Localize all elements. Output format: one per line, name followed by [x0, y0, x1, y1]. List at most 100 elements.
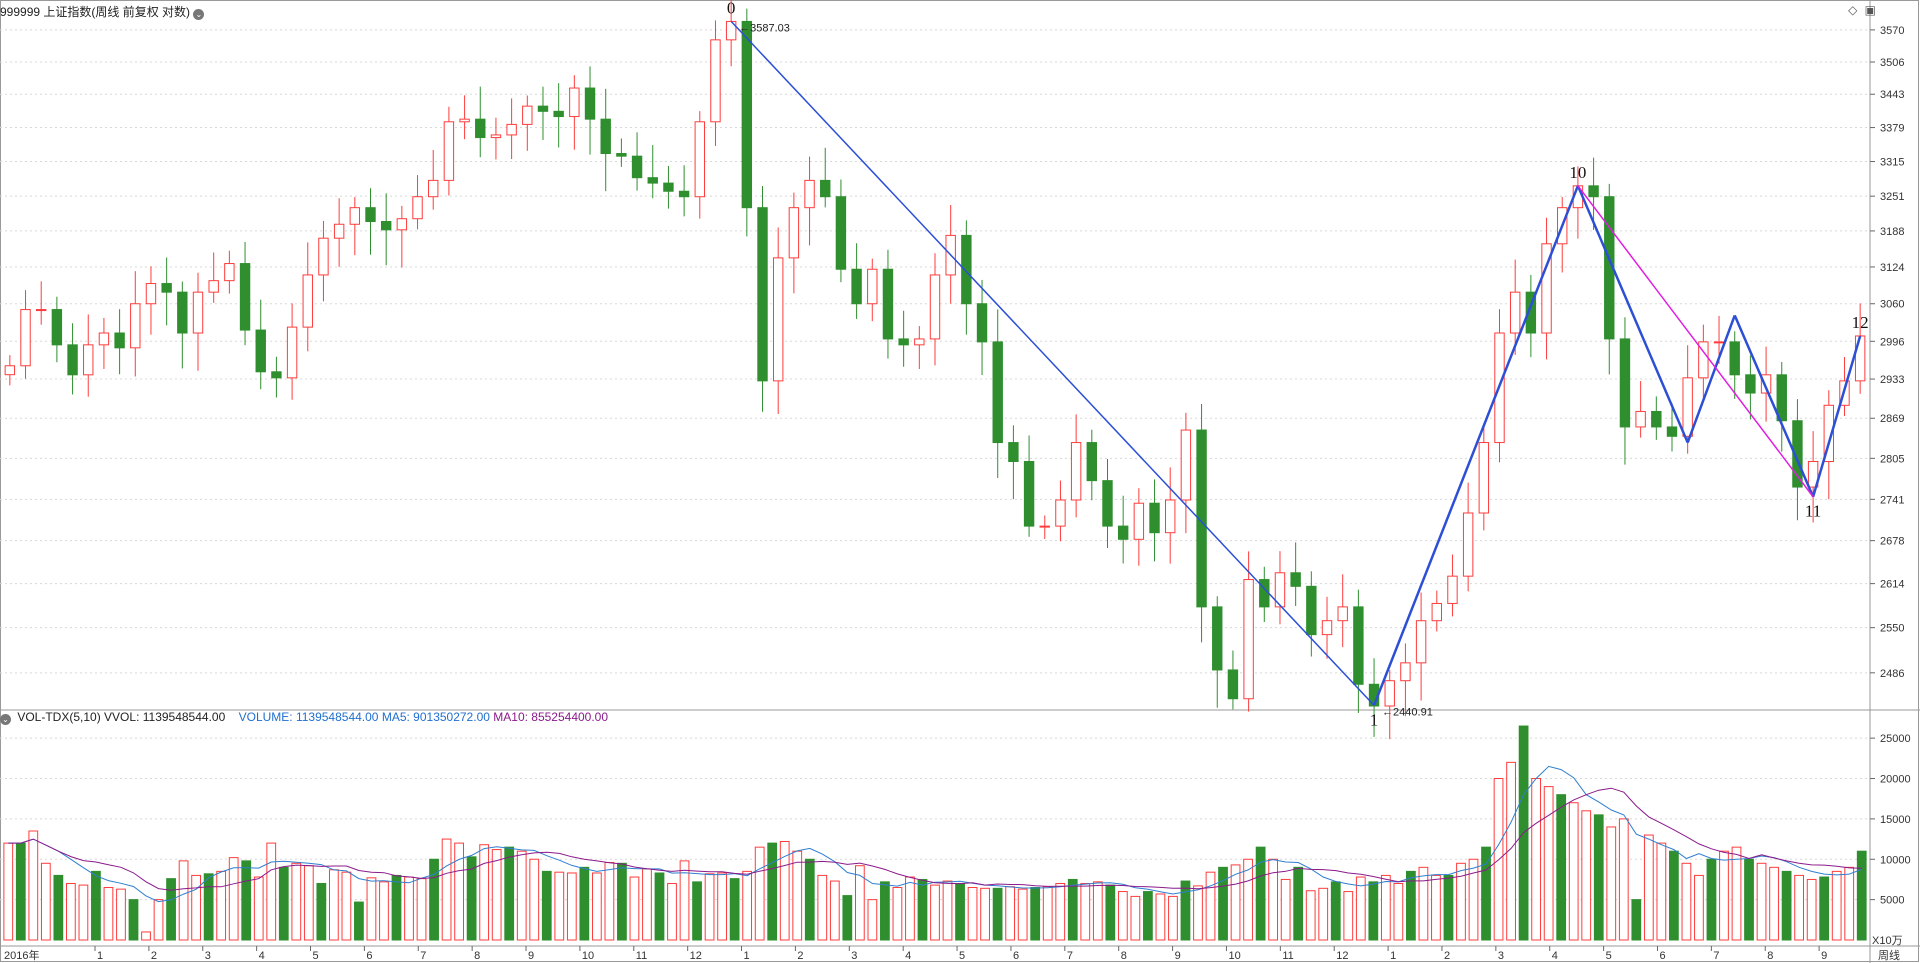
candle-down — [51, 309, 63, 346]
volume-bar — [917, 878, 928, 941]
candle-down — [882, 268, 894, 340]
candle-up — [1635, 410, 1646, 428]
candle-down — [1196, 429, 1207, 608]
month-label: 11 — [1282, 950, 1293, 962]
candle-up — [349, 207, 361, 225]
volume-bar — [604, 861, 615, 941]
volume-bar — [892, 887, 903, 941]
volume-bar — [905, 876, 915, 941]
volume-bar — [1543, 786, 1554, 941]
month-label: 9 — [1821, 950, 1827, 962]
wave-segment — [1686, 314, 1736, 443]
volume-bar — [441, 838, 452, 941]
settings-icon[interactable]: ⌄ — [0, 714, 11, 725]
vvol-value: VVOL: 1139548544.00 — [104, 710, 226, 724]
volume-bar — [141, 931, 151, 941]
volume-bar — [1581, 810, 1592, 941]
ma5-line — [8, 765, 1862, 903]
volume-bar — [1631, 899, 1642, 941]
month-label: 3 — [1498, 950, 1504, 962]
candle-down — [1102, 480, 1113, 527]
volume-bar — [1117, 891, 1128, 941]
candle-up — [1854, 335, 1866, 382]
candle-down — [255, 329, 266, 373]
candle-down — [1290, 572, 1301, 587]
volume-value: VOLUME: 1139548544.00 — [238, 710, 379, 724]
volume-bar — [1593, 814, 1604, 941]
month-label: 3 — [851, 950, 857, 962]
candle-down — [898, 338, 909, 346]
candle-up — [208, 280, 219, 293]
wave-label: 10 — [1569, 163, 1586, 182]
window-icon[interactable]: ▣ — [1864, 3, 1876, 17]
volume-bar — [354, 901, 364, 941]
y-tick-label: 3570 — [1880, 25, 1904, 37]
month-label: 1 — [97, 950, 103, 962]
wave-labels: 0 1 10 11 12 ←3587.03 ←2440.91 — [727, 0, 1869, 729]
candle-up — [490, 134, 502, 139]
candle-up — [1447, 575, 1458, 604]
volume-bar — [328, 869, 339, 941]
wave-segment — [1733, 314, 1815, 498]
candle-up — [83, 344, 94, 376]
volume-bar — [366, 877, 377, 941]
volume-bar — [1130, 895, 1141, 941]
volume-bar — [40, 862, 51, 941]
candle-up — [35, 309, 47, 312]
month-label: 7 — [1713, 950, 1719, 962]
volume-bar — [1456, 862, 1466, 941]
volume-bar — [466, 856, 477, 941]
month-label: 7 — [1067, 950, 1073, 962]
volume-bar — [1694, 874, 1704, 941]
candle-up — [1698, 341, 1709, 379]
candle-up — [286, 326, 298, 379]
volume-bar — [1468, 858, 1479, 941]
wave-label: 11 — [1805, 502, 1821, 521]
vol-unit-label: X10万 — [1872, 935, 1903, 947]
volume-bar — [516, 850, 527, 941]
volume-bar — [1618, 818, 1629, 941]
chart-title[interactable]: 999999 上证指数(周线 前复权 对数) — [0, 5, 191, 19]
chevron-down-icon[interactable]: ⌄ — [193, 9, 205, 20]
volume-bar — [78, 884, 89, 941]
volume-bar — [116, 888, 126, 941]
volume-bar — [1230, 864, 1241, 941]
volume-axis: 5000 10000 15000 20000 25000 X10万 — [1870, 733, 1911, 947]
candle-down — [757, 207, 768, 382]
diamond-icon[interactable]: ◇ — [1848, 3, 1858, 17]
volume-bar — [1243, 858, 1253, 941]
volume-bar — [1656, 842, 1667, 941]
volume-bar — [1218, 866, 1228, 941]
candle-down — [631, 155, 643, 179]
volume-bar — [1806, 878, 1817, 941]
volume-bar — [1856, 850, 1867, 941]
volume-bar — [1355, 876, 1366, 941]
vol-indicator-name[interactable]: VOL-TDX(5,10) — [17, 710, 101, 724]
volume-bar — [1481, 846, 1491, 941]
candle-down — [1525, 291, 1537, 334]
month-label: 2 — [151, 950, 157, 962]
candle-down — [239, 263, 251, 331]
y-tick-label: 2869 — [1880, 413, 1904, 425]
volume-bar — [566, 872, 577, 941]
month-label: 5 — [1606, 950, 1612, 962]
volume-bar — [379, 881, 389, 941]
candle-up — [1243, 579, 1254, 700]
price-axis[interactable]: 2486 2550 2614 2678 2741 2805 2869 2933 2996 3060… — [1870, 25, 1904, 680]
volume-bar — [1042, 886, 1053, 941]
candle-down — [663, 182, 674, 192]
candle-up — [804, 179, 815, 209]
volume-bar — [692, 881, 702, 941]
main-header: 999999 上证指数(周线 前复权 对数) ⌄ — [0, 3, 207, 20]
month-label: 10 — [1228, 950, 1240, 962]
y-tick-label: 3443 — [1880, 89, 1904, 101]
candle-down — [1353, 606, 1364, 685]
y-tick-label: 3506 — [1880, 57, 1904, 69]
volume-bar — [1393, 882, 1404, 941]
time-axis[interactable]: 2016年 1 2 3 4 5 6 7 8 9 10 11 12 1 2 3 4 5 6 7 8 9 10 11 12 1 2 3 4 5… — [4, 946, 1900, 962]
volume-bar — [842, 895, 853, 941]
volume-bar — [166, 878, 176, 941]
month-label: 8 — [474, 950, 480, 962]
